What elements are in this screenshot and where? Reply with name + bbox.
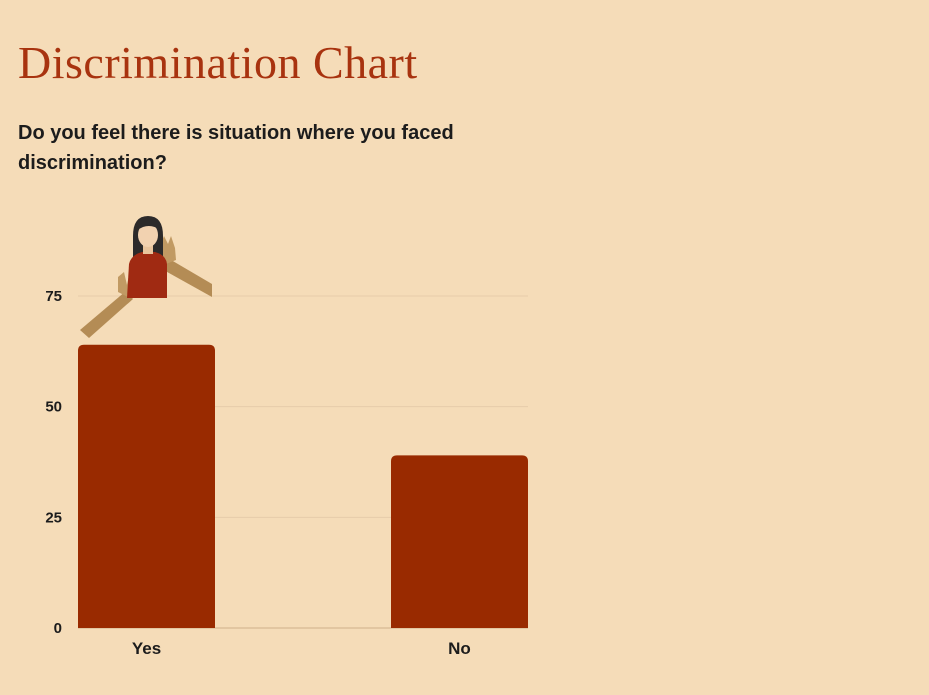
bar-no <box>391 455 528 628</box>
bar-yes <box>78 344 215 628</box>
x-category-label: No <box>448 639 471 658</box>
x-category-label: Yes <box>132 639 161 658</box>
y-tick-label: 25 <box>45 509 62 526</box>
y-tick-label: 75 <box>45 288 62 305</box>
y-axis-ticks: 0 25 50 75 <box>45 288 62 637</box>
bars <box>78 344 528 628</box>
x-axis-categories: Yes No <box>132 639 471 658</box>
woman-with-reaching-hands-icon <box>80 216 212 338</box>
chart-title: Discrimination Chart <box>18 37 418 88</box>
y-tick-label: 50 <box>45 399 62 416</box>
y-tick-label: 0 <box>54 620 62 637</box>
chart-question: Do you feel there is situation where you… <box>18 122 454 174</box>
